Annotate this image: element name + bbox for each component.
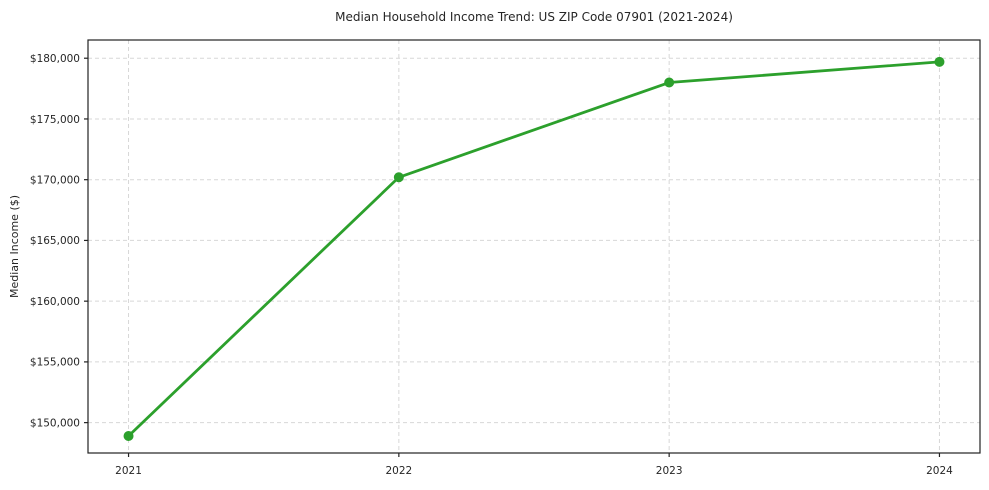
series-line-0 xyxy=(127,60,941,438)
y-tick-label-3: $165,000 xyxy=(30,235,80,247)
data-point-2023 xyxy=(664,77,675,88)
data-point-2022 xyxy=(393,172,404,183)
chart-title: Median Household Income Trend: US ZIP Co… xyxy=(335,10,733,24)
y-tick-label-4: $170,000 xyxy=(30,174,80,186)
data-point-2024 xyxy=(934,56,945,67)
plot-frame xyxy=(87,39,981,454)
y-axis-label: Median Income ($) xyxy=(8,195,21,298)
x-tick-label-1: 2022 xyxy=(385,465,412,477)
y-tick-label-5: $175,000 xyxy=(30,114,80,126)
y-tick-label-6: $180,000 xyxy=(30,53,80,65)
y-tick-label-1: $155,000 xyxy=(30,357,80,369)
y-tick-label-2: $160,000 xyxy=(30,296,80,308)
x-tick-label-2: 2023 xyxy=(656,465,683,477)
data-point-2021 xyxy=(123,430,134,441)
y-tick-label-0: $150,000 xyxy=(30,417,80,429)
x-tick-label-0: 2021 xyxy=(115,465,142,477)
x-tick-label-3: 2024 xyxy=(926,465,953,477)
